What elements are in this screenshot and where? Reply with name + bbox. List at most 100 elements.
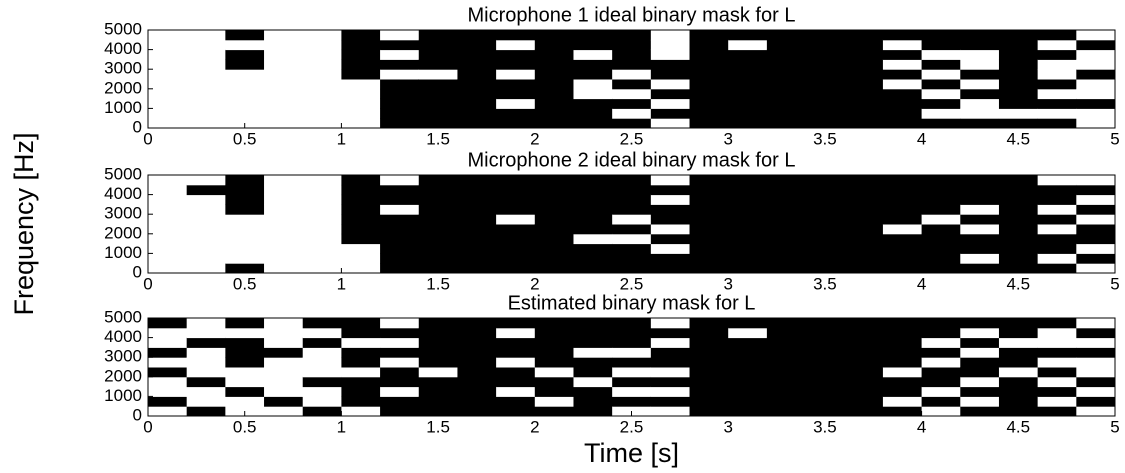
mask-cell xyxy=(650,337,691,348)
mask-cell xyxy=(921,224,961,235)
mask-cell xyxy=(650,118,691,129)
mask-cell xyxy=(805,88,845,100)
mask-cell xyxy=(998,396,1039,407)
mask-cell xyxy=(186,214,226,225)
x-tick-label: 4 xyxy=(917,129,926,148)
mask-cell xyxy=(728,98,768,109)
mask-cell xyxy=(264,347,304,358)
mask-cell xyxy=(302,224,342,235)
x-tick-label: 4 xyxy=(917,417,926,436)
mask-cell xyxy=(302,263,342,274)
mask-cell xyxy=(844,233,884,245)
mask-cell xyxy=(380,79,420,90)
mask-cell xyxy=(380,376,420,388)
mask-cell xyxy=(612,184,652,196)
mask-cell xyxy=(766,204,807,215)
mask-cell xyxy=(960,118,1000,129)
mask-cell xyxy=(573,318,613,329)
x-tick-label: 0 xyxy=(143,129,152,148)
mask-cell xyxy=(573,224,613,235)
mask-cell xyxy=(225,347,265,358)
mask-cell xyxy=(844,30,884,41)
mask-cell xyxy=(341,194,381,205)
mask-cell xyxy=(728,263,768,274)
mask-cell xyxy=(534,49,574,60)
mask-cell xyxy=(418,396,458,407)
mask-cell xyxy=(148,347,188,358)
x-tick-label: 2 xyxy=(530,274,539,293)
mask-cell xyxy=(418,30,458,41)
mask-cell xyxy=(921,30,961,41)
mask-cell xyxy=(882,263,923,274)
mask-cell xyxy=(921,318,961,329)
mask-cell xyxy=(225,49,265,60)
mask-cell xyxy=(766,39,807,51)
mask-cell xyxy=(418,204,458,215)
mask-cell xyxy=(341,69,381,80)
mask-cell xyxy=(921,118,961,129)
mask-cell xyxy=(496,214,536,225)
mask-cell xyxy=(766,347,807,358)
mask-cell xyxy=(534,184,574,196)
mask-cell xyxy=(960,243,1000,254)
mask-cell xyxy=(186,376,226,388)
mask-cell xyxy=(960,79,1000,90)
y-tick-label: 0 xyxy=(133,117,142,136)
mask-cell xyxy=(921,396,961,407)
mask-cell xyxy=(921,406,961,417)
mask-cell xyxy=(844,108,884,119)
mask-cell xyxy=(534,204,574,215)
mask-cell xyxy=(844,175,884,186)
mask-cell xyxy=(921,69,961,80)
mask-cell xyxy=(998,357,1039,368)
mask-cell xyxy=(805,175,845,186)
mask-cell xyxy=(960,39,1000,51)
mask-cell xyxy=(766,357,807,368)
mask-cell xyxy=(844,406,884,417)
mask-cell xyxy=(650,39,691,51)
mask-cell xyxy=(1037,233,1077,245)
mask-cell xyxy=(998,30,1039,41)
mask-cell xyxy=(612,108,652,119)
mask-cell xyxy=(457,98,497,109)
mask-cell xyxy=(457,39,497,51)
mask-cell xyxy=(264,30,304,41)
mask-cell xyxy=(341,108,381,119)
mask-cell xyxy=(844,69,884,80)
mask-cell xyxy=(728,376,768,388)
mask-cell xyxy=(186,318,226,329)
mask-cell xyxy=(457,243,497,254)
mask-cell xyxy=(805,337,845,348)
mask-cell xyxy=(998,39,1039,51)
mask-cell xyxy=(302,357,342,368)
mask-cell xyxy=(689,337,729,348)
mask-cell xyxy=(148,357,188,368)
mask-cell xyxy=(998,108,1039,119)
x-tick-label: 2 xyxy=(530,417,539,436)
mask-cell xyxy=(805,108,845,119)
mask-cell xyxy=(689,108,729,119)
mask-cell xyxy=(380,367,420,378)
mask-cell xyxy=(496,224,536,235)
mask-cell xyxy=(148,327,188,339)
x-tick-label: 2.5 xyxy=(620,129,644,148)
mask-cell xyxy=(534,233,574,245)
mask-cell xyxy=(302,184,342,196)
mask-cell xyxy=(766,59,807,70)
mask-cell xyxy=(921,184,961,196)
mask-cell xyxy=(225,327,265,339)
mask-cell xyxy=(650,396,691,407)
mask-cell xyxy=(380,184,420,196)
mask-cell xyxy=(457,386,497,397)
mask-cell xyxy=(689,204,729,215)
y-tick-label: 4000 xyxy=(104,39,142,58)
mask-cell xyxy=(418,108,458,119)
mask-cell xyxy=(264,194,304,205)
mask-cell xyxy=(380,118,420,129)
mask-cell xyxy=(650,376,691,388)
mask-cell xyxy=(302,233,342,245)
mask-cell xyxy=(650,327,691,339)
mask-cell xyxy=(148,318,188,329)
mask-cell xyxy=(573,337,613,348)
mask-cell xyxy=(341,184,381,196)
